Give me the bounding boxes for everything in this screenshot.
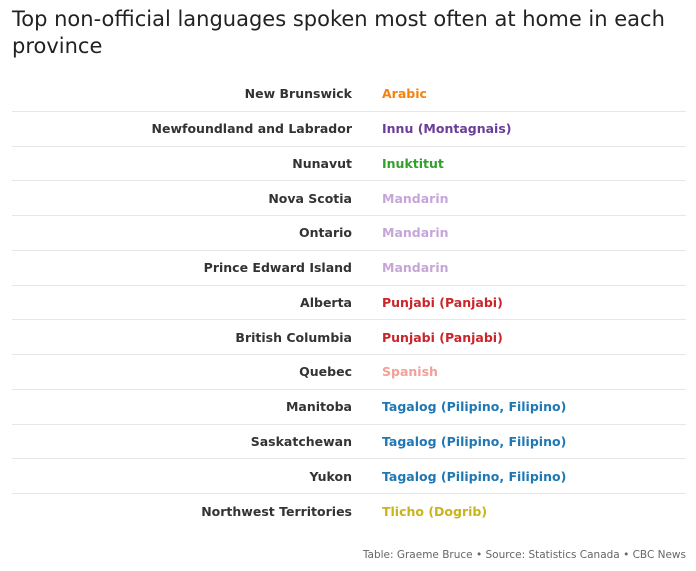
province: Ontario [299,225,352,241]
province: Yukon [309,468,352,484]
province: Newfoundland and Labrador [151,121,352,137]
language: Tagalog (Pilipino, Filipino) [382,433,567,449]
language: Arabic [382,86,427,102]
language: Mandarin [382,225,449,241]
province: Prince Edward Island [203,260,352,276]
province: British Columbia [235,329,352,345]
table-row: Nunavut Inuktitut [12,147,686,182]
table-row: Prince Edward Island Mandarin [12,251,686,286]
title: Top non-official languages spoken most o… [12,7,665,58]
table-row: Quebec Spanish [12,355,686,390]
province: Nova Scotia [268,190,352,206]
language: Mandarin [382,190,449,206]
language: Punjabi (Panjabi) [382,329,503,345]
province: Manitoba [285,399,352,415]
province: Quebec [299,364,352,380]
table-row: Nova Scotia Mandarin [12,181,686,216]
footer: Table: Graeme Bruce • Source: Statistics… [362,549,686,561]
table-row: Saskatchewan Tagalog (Pilipino, Filipino) [12,425,686,460]
table-row: Alberta Punjabi (Panjabi) [12,286,686,321]
table-row: British Columbia Punjabi (Panjabi) [12,320,686,355]
language: Mandarin [382,260,449,276]
province: Alberta [300,294,352,310]
language: Tlicho (Dogrib) [382,503,488,519]
table-row: Ontario Mandarin [12,216,686,251]
language: Punjabi (Panjabi) [382,294,503,310]
table-row: Newfoundland and Labrador Innu (Montagnai… [12,112,686,147]
language: Tagalog (Pilipino, Filipino) [382,468,567,484]
language: Spanish [382,364,438,380]
table-row: New Brunswick Arabic [12,77,686,112]
table-row: Manitoba Tagalog (Pilipino, Filipino) [12,390,686,425]
language: Innu (Montagnais) [382,121,512,137]
language: Inuktitut [382,155,444,171]
province: Northwest Territories [201,503,352,519]
language: Tagalog (Pilipino, Filipino) [382,399,567,415]
province: New Brunswick [244,86,352,102]
province: Nunavut [292,155,352,171]
table-row: Yukon Tagalog (Pilipino, Filipino) [12,459,686,494]
table-row: Northwest Territories Tlicho (Dogrib) [12,494,686,529]
province: Saskatchewan [250,433,352,449]
table: New Brunswick Arabic Newfoundland and Labr… [12,77,686,529]
